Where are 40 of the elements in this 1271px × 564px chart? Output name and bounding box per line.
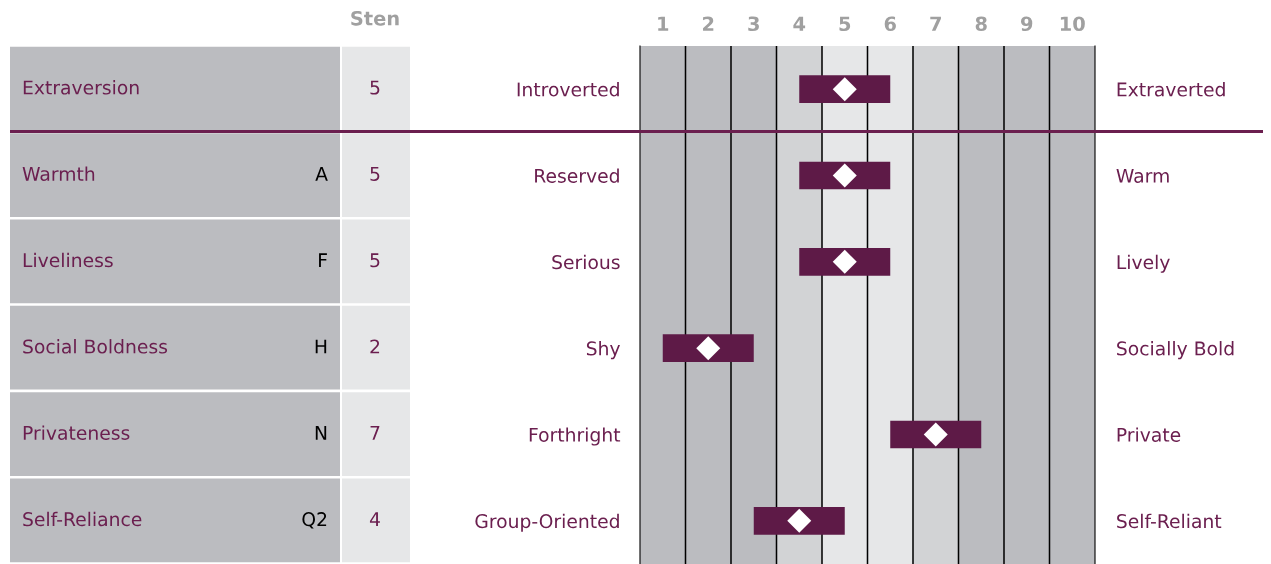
y-tick-label: Reserved — [535, 168, 619, 183]
x-tick-label: 4 — [793, 16, 806, 31]
y-tick-label: Group-Oriented — [475, 513, 619, 532]
text: Self-Reliance — [23, 511, 142, 527]
x-tick-label: 3 — [748, 16, 759, 32]
text: Extraversion — [23, 80, 139, 95]
text: H — [315, 339, 327, 354]
y-tick-label: Introverted — [517, 82, 619, 97]
y2-tick-label: Self-Reliant — [1117, 513, 1222, 529]
text: Liveliness — [23, 252, 113, 268]
text: N — [315, 426, 327, 440]
text: A — [315, 167, 328, 181]
x-tick-label: 6 — [884, 16, 896, 32]
x-tick-label: 8 — [975, 16, 987, 32]
x-tick-label: 7 — [930, 16, 941, 31]
text: Social Boldness — [23, 339, 168, 354]
data-label: 2 — [370, 339, 380, 354]
data-label: 4 — [369, 512, 380, 527]
y2-tick-label: Lively — [1117, 254, 1170, 273]
data-label: 7 — [370, 426, 380, 440]
y2-tick-label: Socially Bold — [1117, 341, 1234, 360]
x-tick-label: 1 — [658, 16, 669, 31]
y-tick-label: Serious — [552, 254, 620, 270]
y-tick-label: Shy — [586, 341, 620, 360]
y2-tick-label: Extraverted — [1117, 82, 1225, 97]
text: Q2 — [302, 512, 327, 529]
y-tick-label: Forthright — [529, 427, 621, 446]
text: F — [319, 253, 327, 268]
data-label: 5 — [370, 167, 380, 181]
x-tick-label: 5 — [839, 16, 851, 32]
x-tick-label: 10 — [1060, 16, 1085, 32]
x-tick-label: 2 — [703, 16, 714, 31]
data-label: 5 — [370, 80, 380, 95]
y2-tick-label: Warm — [1116, 168, 1169, 183]
x-tick-label: 9 — [1020, 16, 1033, 32]
text: Warmth — [22, 166, 95, 181]
text: Sten — [351, 10, 399, 26]
text: Privateness — [23, 425, 130, 440]
y2-tick-label: Private — [1117, 427, 1181, 442]
data-label: 5 — [370, 253, 380, 268]
